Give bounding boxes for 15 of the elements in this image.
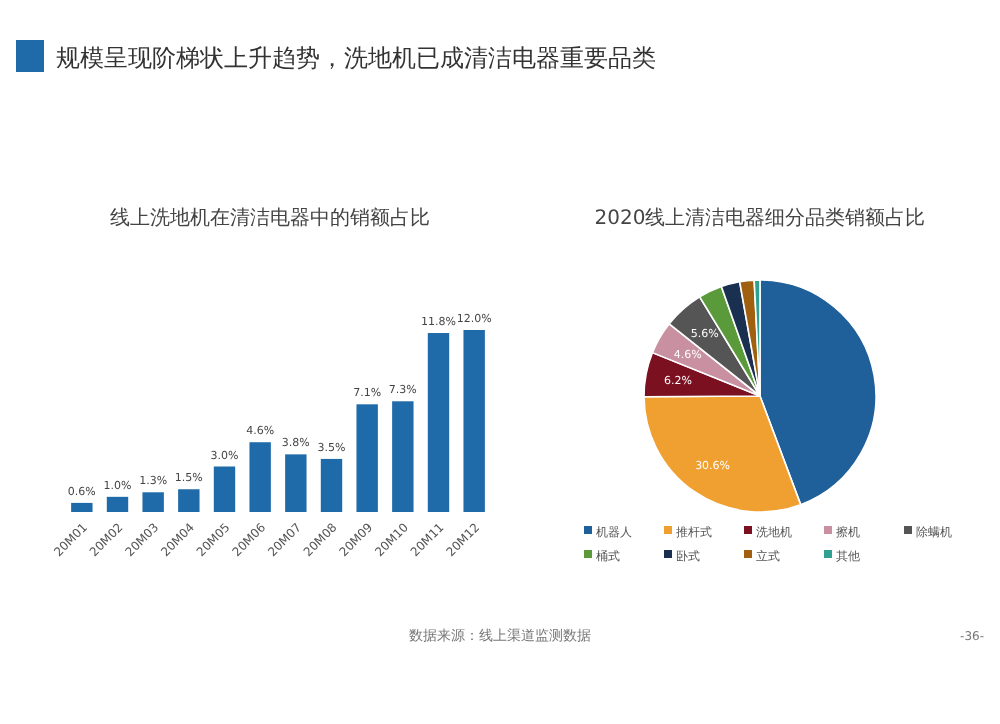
bar bbox=[392, 401, 414, 512]
bar bbox=[213, 466, 236, 512]
bar bbox=[142, 492, 164, 512]
bar bbox=[356, 404, 378, 512]
bar bbox=[106, 496, 129, 512]
bar bbox=[71, 502, 93, 512]
chart-title: 线上洗地机在清洁电器中的销额占比 bbox=[110, 206, 430, 230]
chart-title: 2020线上清洁电器细分品类销额占比 bbox=[594, 206, 926, 230]
bar bbox=[320, 458, 343, 512]
bar bbox=[178, 489, 200, 512]
bar bbox=[285, 454, 307, 512]
bar bbox=[427, 333, 450, 512]
bar bbox=[249, 442, 271, 512]
text: 规模呈现阶梯状上升趋势，洗地机已成清洁电器重要品类 bbox=[56, 44, 656, 72]
bar bbox=[463, 330, 485, 512]
